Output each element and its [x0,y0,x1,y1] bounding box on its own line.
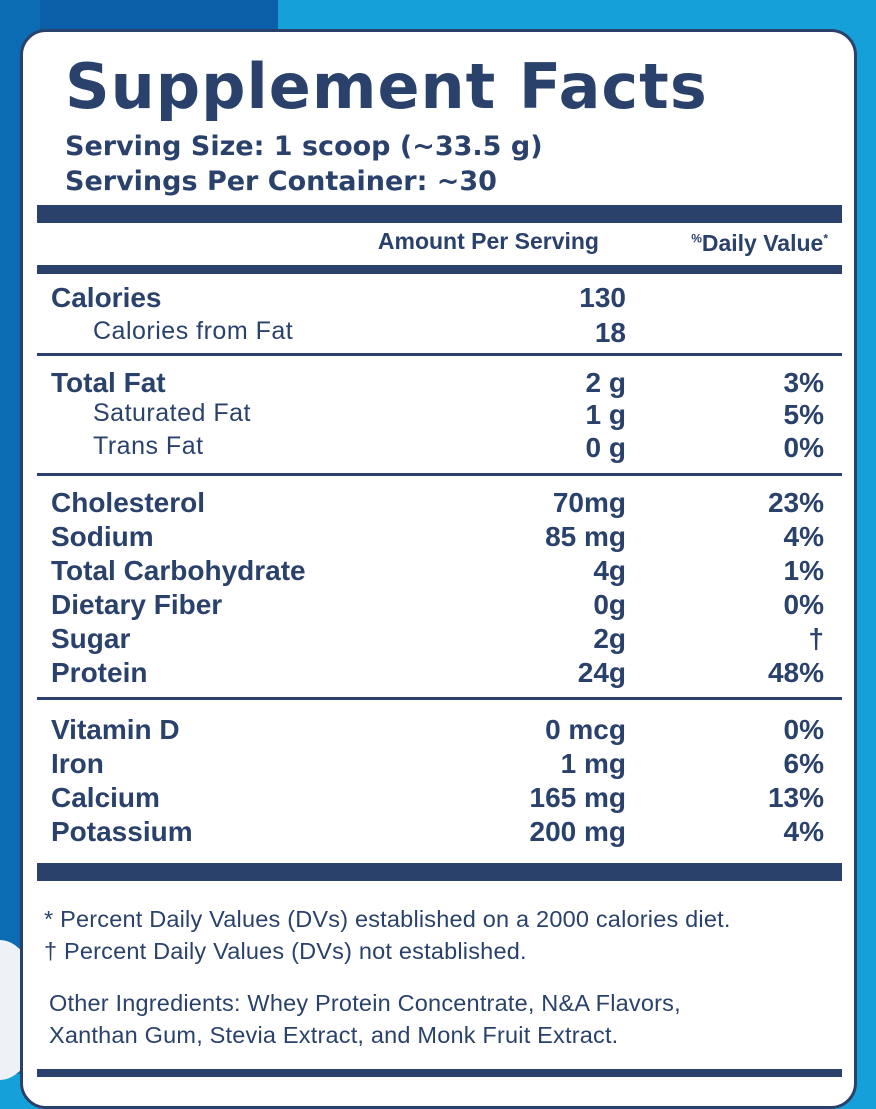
nutrient-row-sodium: Sodium 85 mg 4% [51,521,824,555]
nutrient-row-calories-from-fat: Calories from Fat 18 [51,317,824,351]
nutrient-amount: 0 g [585,432,626,463]
supplement-facts-panel: Supplement Facts Serving Size: 1 scoop (… [20,29,857,1109]
background-dark-block [0,0,278,32]
nutrient-label: Dietary Fiber [51,589,223,620]
nutrient-amount: 2 g [585,367,626,398]
other-ingredients-line-2: Xanthan Gum, Stevia Extract, and Monk Fr… [49,1022,619,1048]
amount-per-serving-header: Amount Per Serving [377,228,599,254]
nutrient-daily-value: 23% [767,487,824,518]
nutrient-row-cholesterol: Cholesterol 70mg 23% [51,487,824,521]
nutrient-amount: 1 g [585,399,626,430]
divider-1 [37,353,842,356]
nutrient-daily-value: 4% [783,521,824,552]
nutrient-amount: 130 [579,282,626,313]
serving-size: Serving Size: 1 scoop (~33.5 g) [65,131,543,162]
nutrient-amount: 24g [577,657,626,688]
nutrient-row-iron: Iron 1 mg 6% [51,748,824,782]
nutrient-amount: 165 mg [529,782,627,813]
nutrient-row-potassium: Potassium 200 mg 4% [51,816,824,850]
nutrient-amount: 2g [593,623,626,654]
nutrient-daily-value: 1% [783,555,824,586]
nutrient-row-sugar: Sugar 2g † [51,623,824,657]
nutrient-amount: 1 mg [560,748,626,779]
bottom-thick-bar [37,863,842,881]
nutrient-daily-value: 5% [783,399,824,430]
nutrient-label: Sugar [51,623,131,654]
nutrient-label: Calories from Fat [93,317,294,345]
other-ingredients-line-1: Other Ingredients: Whey Protein Concentr… [49,990,681,1016]
nutrient-amount: 200 mg [529,816,627,847]
nutrient-daily-value: 13% [767,782,824,813]
nutrient-label: Potassium [51,816,193,847]
nutrient-label: Total Carbohydrate [51,555,306,586]
nutrient-row-saturated-fat: Saturated Fat 1 g 5% [51,399,824,433]
divider-2 [37,473,842,476]
nutrient-label: Calories [51,282,162,313]
nutrient-label: Iron [51,748,104,779]
top-thick-bar [37,205,842,223]
nutrient-daily-value: 3% [783,367,824,398]
nutrient-label: Total Fat [51,367,166,398]
nutrient-daily-value: 6% [783,748,824,779]
nutrient-amount: 85 mg [545,521,626,552]
nutrient-label: Trans Fat [93,432,204,460]
nutrient-label: Saturated Fat [93,399,251,427]
nutrient-daily-value: 48% [767,657,824,688]
nutrient-label: Sodium [51,521,154,552]
nutrient-row-trans-fat: Trans Fat 0 g 0% [51,432,824,466]
nutrient-row-calories: Calories 130 [51,282,824,316]
servings-per-container: Servings Per Container: ~30 [65,166,497,197]
divider-3 [37,697,842,700]
nutrient-daily-value: † [808,623,824,654]
nutrient-daily-value: 0% [783,714,824,745]
nutrient-daily-value: 0% [783,432,824,463]
dv-prefix: % [691,231,702,246]
nutrient-amount: 70mg [552,487,626,518]
nutrient-row-calcium: Calcium 165 mg 13% [51,782,824,816]
nutrient-row-protein: Protein 24g 48% [51,657,824,691]
footer-bar [37,1069,842,1077]
nutrient-label: Calcium [51,782,160,813]
nutrient-label: Cholesterol [51,487,206,518]
daily-value-header: %Daily Value* [691,230,828,257]
nutrient-label: Vitamin D [51,714,180,745]
nutrient-amount: 4g [593,555,626,586]
footnote-dv-not-established: † Percent Daily Values (DVs) not establi… [44,938,527,964]
nutrient-daily-value: 4% [783,816,824,847]
header-bar [37,265,842,274]
footnote-dv-established: * Percent Daily Values (DVs) established… [44,906,731,932]
dv-label: Daily Value [701,230,824,256]
dv-suffix: * [823,231,828,246]
nutrient-label: Protein [51,657,148,688]
nutrient-row-total-carbohydrate: Total Carbohydrate 4g 1% [51,555,824,589]
nutrient-amount: 0g [593,589,626,620]
nutrient-daily-value: 0% [783,589,824,620]
nutrient-amount: 18 [594,317,626,348]
nutrient-row-dietary-fiber: Dietary Fiber 0g 0% [51,589,824,623]
nutrient-amount: 0 mcg [545,714,626,745]
nutrient-row-total-fat: Total Fat 2 g 3% [51,367,824,401]
nutrient-row-vitamin-d: Vitamin D 0 mcg 0% [51,714,824,748]
panel-title: Supplement Facts [65,50,708,123]
